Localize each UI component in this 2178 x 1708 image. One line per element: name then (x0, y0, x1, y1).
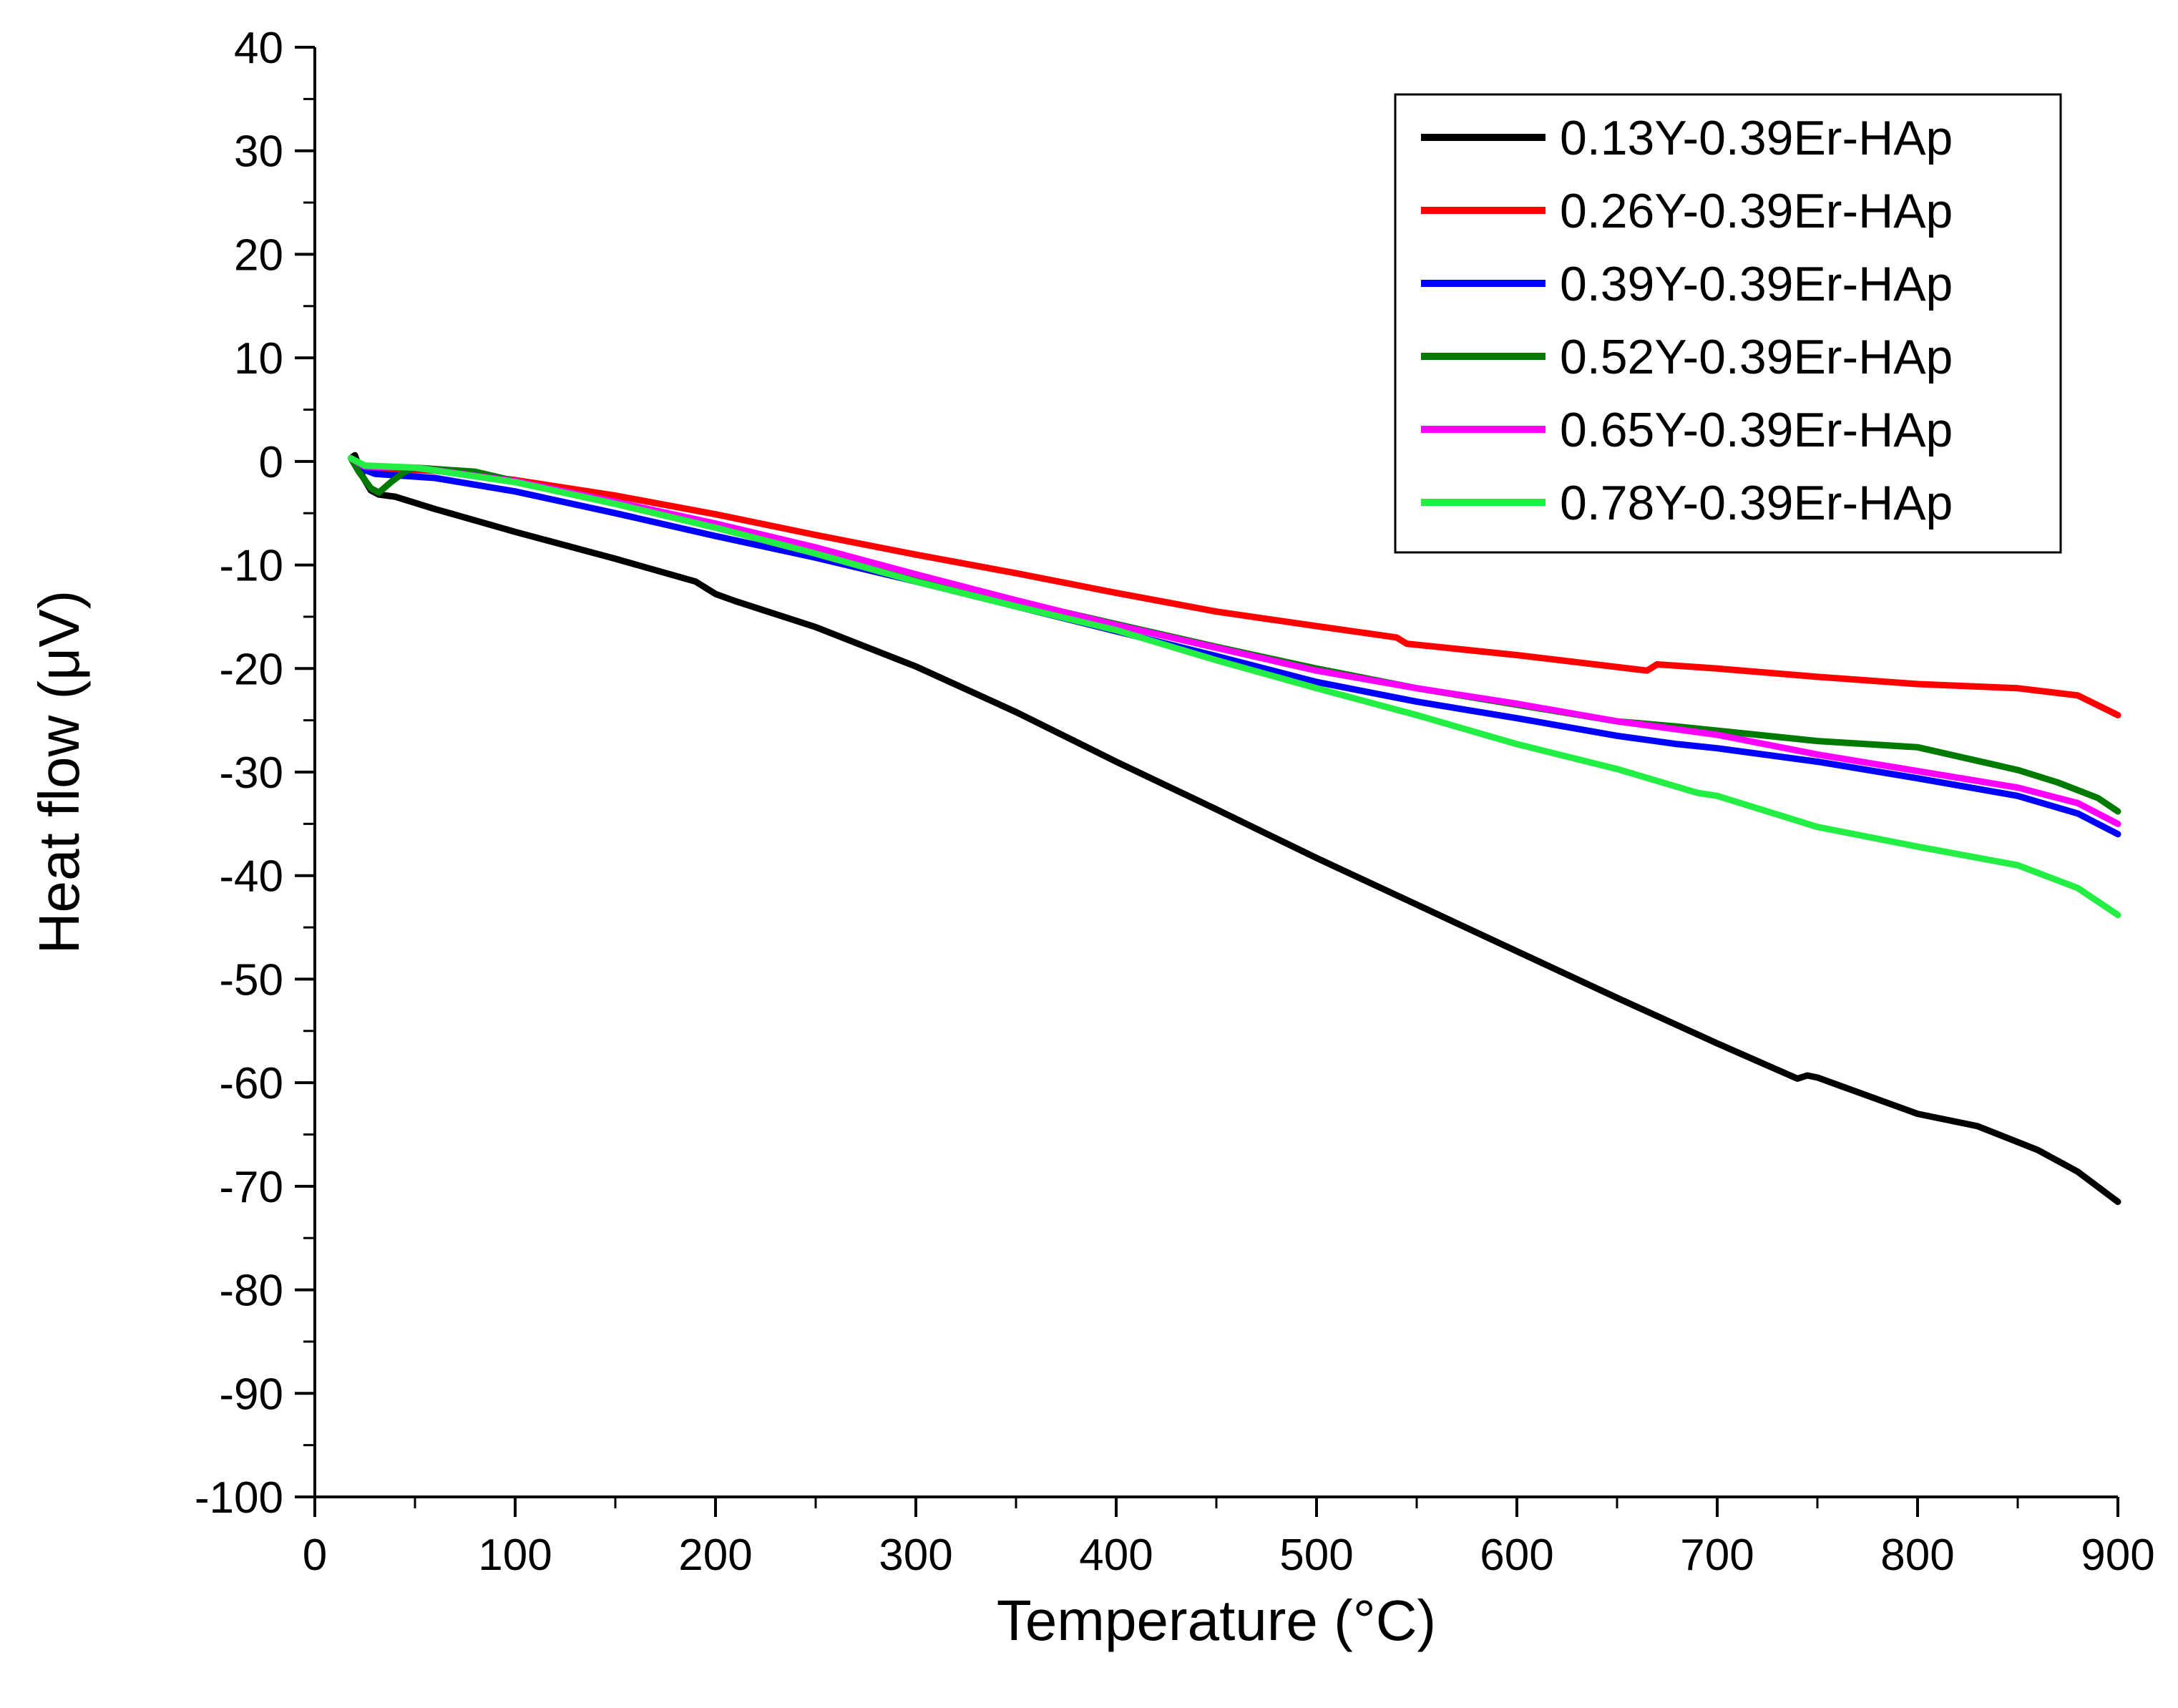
x-tick-label: 200 (678, 1531, 752, 1580)
legend-label: 0.52Y-0.39Er-HAp (1560, 330, 1953, 384)
y-tick-label: 20 (234, 230, 283, 280)
legend-label: 0.65Y-0.39Er-HAp (1560, 403, 1953, 457)
series-line-0-39y-0-39er-hap (347, 455, 2121, 838)
legend-box (1394, 93, 2062, 554)
y-tick-label: -40 (219, 852, 283, 902)
y-tick-label: 0 (259, 438, 283, 487)
y-tick-label: 40 (234, 24, 283, 73)
series-layer (347, 452, 2121, 1206)
legend: 0.13Y-0.39Er-HAp 0.26Y-0.39Er-HAp 0.39Y-0.… (1394, 93, 2062, 554)
x-tick-label: 300 (879, 1531, 952, 1580)
legend-label: 0.13Y-0.39Er-HAp (1560, 111, 1953, 165)
x-tick-label: 700 (1680, 1531, 1754, 1580)
y-tick-label: 30 (234, 127, 283, 177)
y-tick-label: -50 (219, 955, 283, 1005)
x-axis-title: Temperature (°C) (997, 1589, 1436, 1652)
x-tick-label: 600 (1480, 1531, 1553, 1580)
x-tick-label: 900 (2081, 1531, 2154, 1580)
x-tick-label: 100 (478, 1531, 552, 1580)
x-tick-label: 500 (1279, 1531, 1353, 1580)
y-axis-ticks: 40 30 20 10 0 -10 -20 -30 -40 -50 -60 -70 -80 -90 -100 (195, 24, 315, 1523)
y-tick-label: -90 (219, 1370, 283, 1419)
y-tick-label: -20 (219, 645, 283, 694)
x-tick-label: 0 (303, 1531, 327, 1580)
y-axis-title: Heat flow (μV) (27, 590, 91, 954)
legend-label: 0.39Y-0.39Er-HAp (1560, 257, 1953, 311)
y-tick-label: -100 (195, 1473, 283, 1523)
y-tick-label: -80 (219, 1267, 283, 1316)
x-axis-ticks: 0 100 200 300 400 500 600 700 800 900 (303, 1497, 2155, 1580)
y-tick-label: 10 (234, 334, 283, 384)
series-line-0-78y-0-39er-hap (347, 455, 2121, 919)
x-tick-label: 800 (1880, 1531, 1954, 1580)
legend-label: 0.26Y-0.39Er-HAp (1560, 184, 1953, 238)
series-line-0-13y-0-39er-hap (347, 452, 2121, 1206)
y-tick-label: -70 (219, 1163, 283, 1212)
y-tick-label: -60 (219, 1059, 283, 1108)
y-tick-label: -10 (219, 542, 283, 591)
y-tick-label: -30 (219, 748, 283, 798)
legend-label: 0.78Y-0.39Er-HAp (1560, 476, 1953, 530)
x-tick-label: 400 (1079, 1531, 1153, 1580)
